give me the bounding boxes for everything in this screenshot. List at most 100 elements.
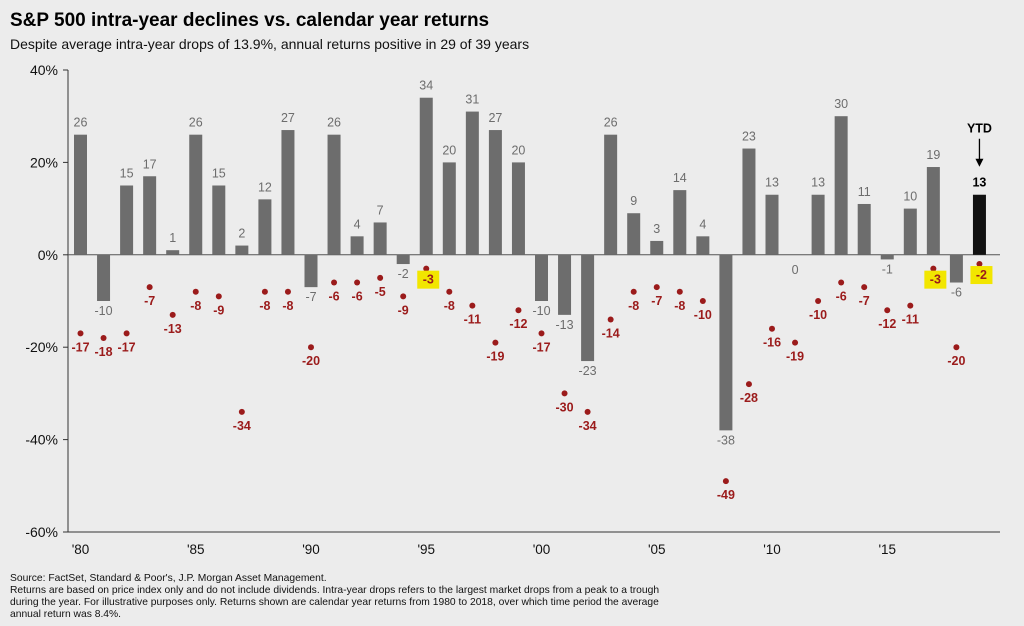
return-label: 26 xyxy=(604,116,618,130)
decline-dot xyxy=(745,381,752,388)
decline-highlight xyxy=(970,266,993,285)
decline-dot xyxy=(400,293,407,300)
return-bar xyxy=(97,254,111,301)
decline-label: -10 xyxy=(694,308,712,322)
return-label: 31 xyxy=(465,93,479,107)
decline-dot xyxy=(884,307,891,314)
return-bar xyxy=(926,167,940,255)
return-bar xyxy=(535,254,548,301)
decline-label: -6 xyxy=(836,290,847,304)
return-label: 17 xyxy=(143,157,157,171)
decline-label: -11 xyxy=(464,313,481,327)
ytd-arrow-head xyxy=(975,158,984,167)
decline-label: -11 xyxy=(902,313,919,327)
y-tick-label: 40% xyxy=(30,62,58,78)
decline-label: -16 xyxy=(763,336,781,350)
decline-dot xyxy=(861,284,868,291)
return-label: 26 xyxy=(74,116,88,130)
return-bar xyxy=(143,176,157,255)
chart-subtitle: Despite average intra-year drops of 13.9… xyxy=(10,36,530,52)
decline-dot xyxy=(699,298,706,304)
return-label: 20 xyxy=(511,143,525,157)
decline-label: -8 xyxy=(628,299,639,313)
return-bar xyxy=(857,203,871,255)
decline-label: -8 xyxy=(190,299,201,313)
return-label: 20 xyxy=(442,143,456,157)
intra-year-declines: -17 -18 -17-7-13-8 -9-34-8 -8-20-6 -6 -5-9-3-8… xyxy=(71,261,993,502)
footnote-line-1: Returns are based on price index only an… xyxy=(10,585,660,596)
return-bar xyxy=(488,130,502,255)
return-label: 15 xyxy=(212,167,226,181)
decline-dot xyxy=(354,279,361,286)
decline-label: -49 xyxy=(717,488,735,502)
return-bar xyxy=(350,236,364,255)
decline-dot xyxy=(538,330,545,337)
return-bar xyxy=(281,130,295,255)
return-bar xyxy=(903,208,917,255)
return-label: 26 xyxy=(189,116,203,130)
x-tick-label: '05 xyxy=(648,542,666,557)
return-label: -2 xyxy=(398,267,409,281)
x-axis-labels: '80 '85 '90 '95 '00 '05 '10 '15 xyxy=(72,542,896,557)
return-label: -10 xyxy=(532,304,550,318)
return-label: 7 xyxy=(377,203,384,217)
decline-label: -18 xyxy=(95,345,113,359)
return-label: -6 xyxy=(951,286,962,300)
decline-label: -8 xyxy=(674,299,685,313)
return-label: 13 xyxy=(765,176,779,190)
return-bar xyxy=(673,190,687,255)
decline-dot xyxy=(284,288,291,295)
decline-dot xyxy=(653,284,660,291)
decline-label: -12 xyxy=(509,317,527,331)
return-bars: 26-1015171261521227-72647-23420312720-10… xyxy=(74,79,992,448)
return-label: 11 xyxy=(858,185,871,199)
decline-dot xyxy=(930,265,937,272)
return-bar xyxy=(74,134,87,255)
return-bar xyxy=(258,199,272,255)
x-tick-label: '90 xyxy=(302,542,320,557)
decline-dot xyxy=(769,325,775,332)
return-bar xyxy=(235,245,249,255)
decline-dot xyxy=(423,265,430,272)
decline-dot xyxy=(215,293,222,300)
decline-label: -6 xyxy=(328,290,339,304)
decline-label: -17 xyxy=(118,340,136,354)
decline-dot xyxy=(792,339,799,346)
decline-dot xyxy=(146,284,153,291)
chart: 40%20%0%-20%-40%-60% 26-1015171261521227… xyxy=(25,62,1000,557)
footnote-source: Source: FactSet, Standard & Poor's, J.P.… xyxy=(10,573,327,584)
decline-dot xyxy=(630,288,637,295)
decline-dot xyxy=(261,288,268,295)
return-label: 30 xyxy=(834,97,848,111)
decline-label: -34 xyxy=(579,419,597,433)
return-label: 1 xyxy=(169,231,176,245)
decline-label: -20 xyxy=(947,354,965,368)
decline-label: -17 xyxy=(532,340,550,354)
decline-label: -2 xyxy=(976,268,987,282)
return-bar xyxy=(650,240,664,255)
decline-label: -8 xyxy=(259,299,270,313)
y-tick-label: -60% xyxy=(25,524,58,540)
return-bar xyxy=(189,134,203,255)
return-label: -13 xyxy=(556,318,574,332)
return-bar xyxy=(419,97,433,255)
decline-label: -7 xyxy=(651,294,662,308)
return-bar xyxy=(212,185,226,255)
return-label: 13 xyxy=(972,176,986,190)
decline-dot xyxy=(492,339,499,346)
decline-label: -12 xyxy=(878,317,896,331)
y-tick-label: 0% xyxy=(38,247,58,263)
decline-label: -14 xyxy=(602,326,620,340)
decline-label: -10 xyxy=(809,308,827,322)
decline-dot xyxy=(331,279,338,286)
return-bar xyxy=(396,254,410,265)
decline-dot xyxy=(953,344,960,351)
decline-dot xyxy=(607,316,614,323)
return-label: 27 xyxy=(281,111,295,125)
footnote-line-3: annual return was 8.4%. xyxy=(10,609,122,620)
y-tick-label: 20% xyxy=(30,154,58,170)
return-bar xyxy=(765,194,779,255)
return-label: 19 xyxy=(926,148,940,162)
decline-label: -6 xyxy=(352,290,363,304)
decline-dot xyxy=(815,298,822,304)
